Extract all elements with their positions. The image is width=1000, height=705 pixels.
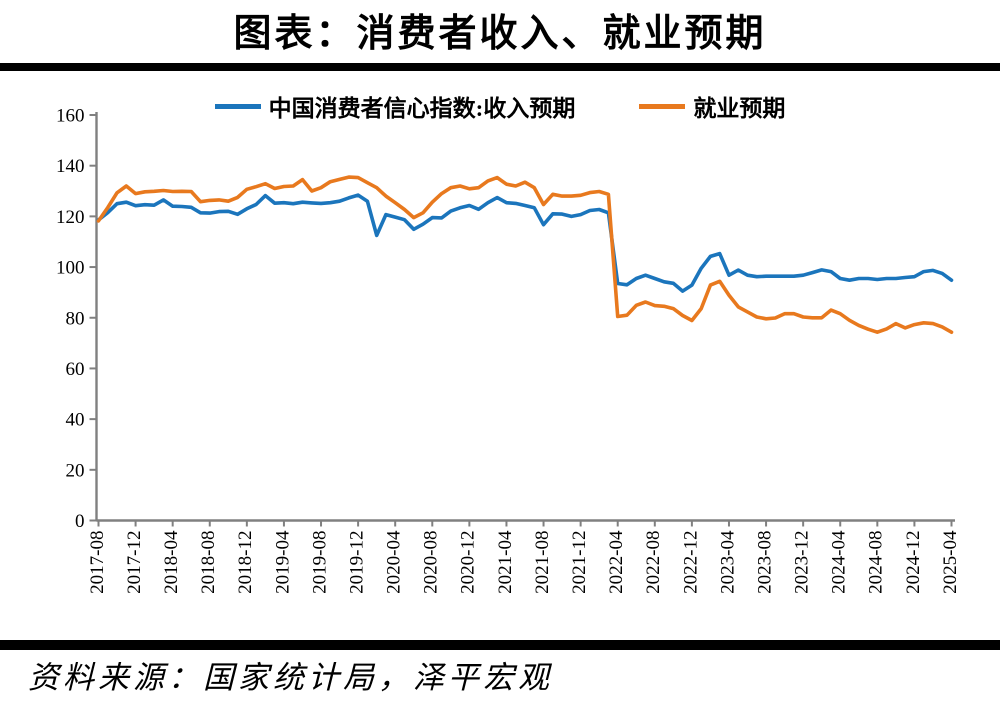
x-axis-tick-label: 2017-12: [124, 531, 145, 594]
x-axis-tick-label: 2020-12: [458, 531, 479, 594]
x-axis-tick-label: 2023-04: [717, 530, 738, 594]
x-axis-tick-label: 2018-04: [161, 530, 182, 594]
source-note: 资料来源：国家统计局，泽平宏观: [28, 660, 553, 695]
legend-label-income: 中国消费者信心指数:收入预期: [268, 96, 576, 121]
y-axis-tick-label: 0: [75, 511, 85, 532]
y-axis-tick-label: 120: [56, 207, 85, 228]
x-axis-tick-label: 2019-08: [309, 531, 330, 594]
x-axis-tick-label: 2018-08: [198, 531, 219, 594]
x-axis-tick-label: 2022-04: [606, 530, 627, 594]
y-axis-tick-label: 60: [66, 359, 85, 380]
y-axis-tick-label: 40: [66, 410, 85, 431]
x-axis-tick-label: 2020-08: [421, 531, 442, 594]
legend-item-employment: 就业预期: [639, 89, 785, 123]
y-axis-tick-label: 100: [56, 258, 85, 279]
x-axis-tick-label: 2023-08: [754, 531, 775, 594]
x-axis-tick-label: 2024-12: [903, 531, 924, 594]
x-axis-tick-label: 2019-04: [272, 530, 293, 594]
x-axis-tick-label: 2025-04: [940, 530, 961, 594]
title-divider-bar: [0, 63, 1000, 71]
y-axis-tick-label: 140: [56, 156, 85, 177]
source-divider-bar: [0, 640, 1000, 650]
employment-expectation-line: [96, 175, 954, 335]
x-axis-tick-label: 2019-12: [346, 531, 367, 594]
x-axis-tick-label: 2021-08: [532, 531, 553, 594]
x-axis-tick-label: 2021-04: [495, 530, 516, 594]
employment-line-swatch: [639, 103, 686, 109]
legend-label-employment: 就业预期: [693, 96, 786, 121]
x-axis-tick-label: 2017-08: [87, 531, 108, 594]
x-axis-tick-label: 2021-12: [569, 531, 590, 594]
x-axis-tick-label: 2018-12: [235, 531, 256, 594]
x-axis-tick-label: 2024-04: [829, 530, 850, 594]
x-axis-tick-label: 2024-08: [866, 531, 887, 594]
y-axis-tick-label: 20: [66, 460, 85, 481]
x-axis-tick-label: 2023-12: [792, 531, 813, 594]
legend-item-income: 中国消费者信心指数:收入预期: [214, 89, 576, 123]
x-axis-tick-label: 2020-04: [384, 530, 405, 594]
x-axis-tick-label: 2022-08: [643, 531, 664, 594]
legend: 中国消费者信心指数:收入预期 就业预期: [0, 88, 1000, 124]
income-line-swatch: [214, 103, 261, 109]
y-axis-tick-label: 160: [56, 106, 85, 127]
income-expectation-line: [96, 193, 954, 293]
y-axis-tick-label: 80: [66, 308, 85, 329]
chart-title: 图表：消费者收入、就业预期: [233, 13, 767, 55]
x-axis-tick-label: 2022-12: [680, 531, 701, 594]
